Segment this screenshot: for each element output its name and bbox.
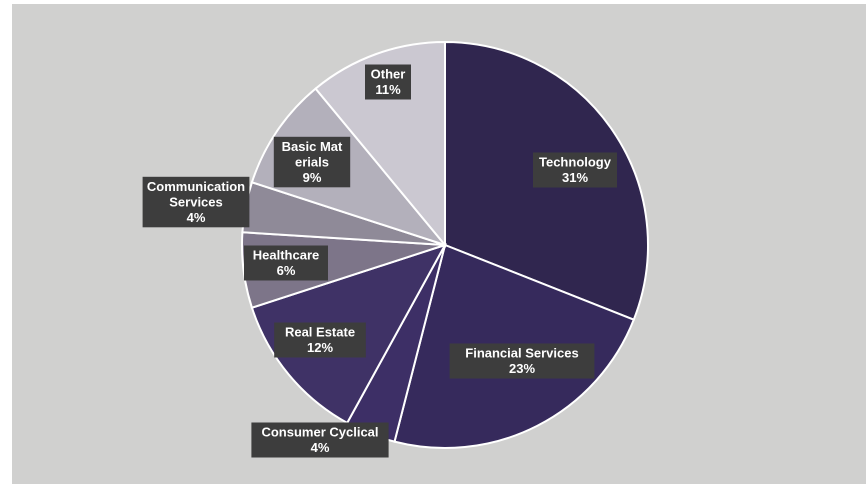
data-label-box <box>244 245 328 281</box>
data-label-category: Communication <box>147 179 245 194</box>
data-label-value: 6% <box>277 263 296 278</box>
data-label-box <box>273 136 351 188</box>
data-label-category: Services <box>169 194 223 209</box>
data-label-category: erials <box>295 154 329 169</box>
data-label-value: 4% <box>311 440 330 455</box>
data-label-box <box>365 64 411 100</box>
pie-slices <box>241 40 649 449</box>
pie-slice-other <box>314 40 446 248</box>
data-label-value: 11% <box>375 82 401 97</box>
data-label-value: 12% <box>307 340 333 355</box>
data-label-category: Consumer Cyclical <box>261 425 378 440</box>
data-label-box <box>274 322 366 358</box>
data-label-category: Healthcare <box>253 248 319 263</box>
data-label-category: Other <box>371 67 406 82</box>
data-label-box <box>142 176 250 228</box>
data-label-value: 9% <box>303 170 322 185</box>
data-label-box <box>449 343 595 379</box>
data-label-category: Real Estate <box>285 325 355 340</box>
data-label-category: Basic Mat <box>282 139 343 154</box>
data-label-value: 23% <box>509 361 535 376</box>
data-label-value: 4% <box>187 210 206 225</box>
data-label-box <box>533 152 617 188</box>
data-label-category: Technology <box>539 155 612 170</box>
data-label-box <box>251 422 389 458</box>
data-label-category: Financial Services <box>465 346 578 361</box>
data-label-value: 31% <box>562 170 588 185</box>
